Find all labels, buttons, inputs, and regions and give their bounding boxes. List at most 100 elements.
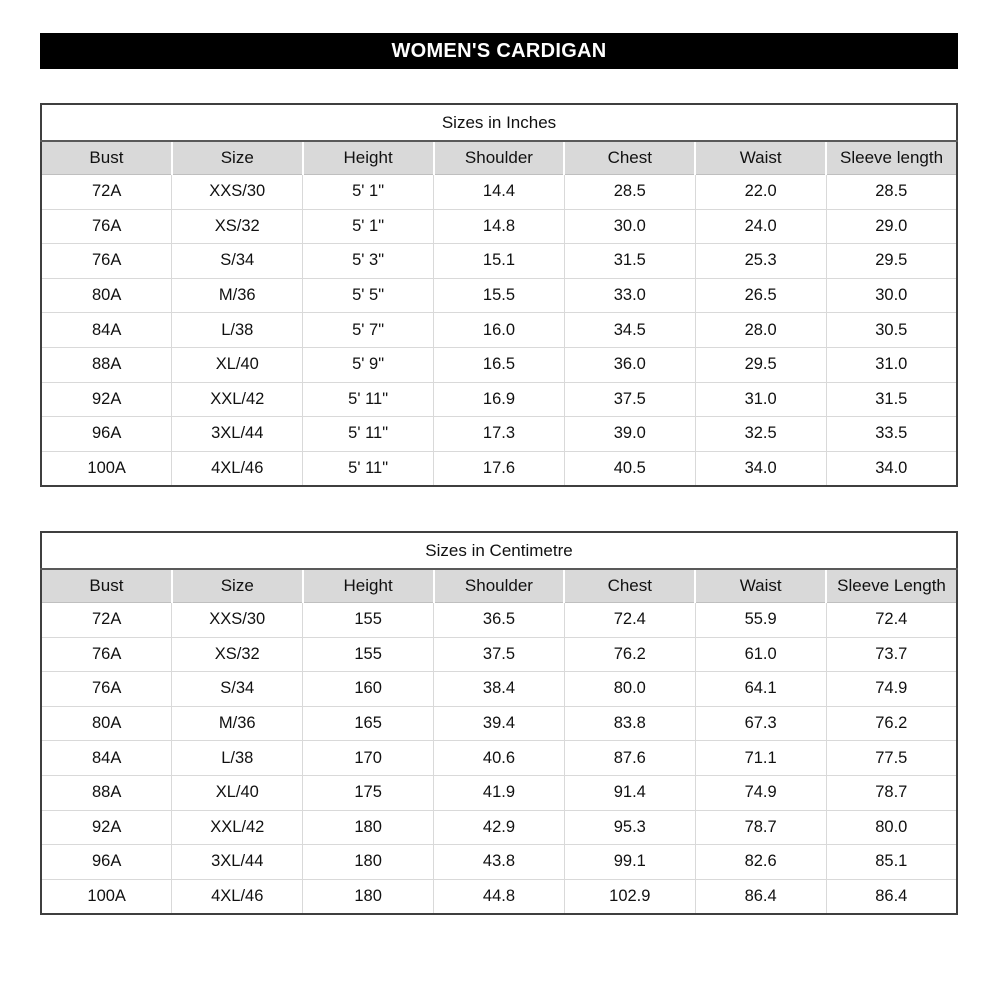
table-row: 92A XXL/42 180 42.9 95.3 78.7 80.0 bbox=[41, 810, 957, 846]
table-cell: 78.7 bbox=[825, 775, 957, 811]
table-cell: 22.0 bbox=[694, 174, 827, 210]
table-cell: 64.1 bbox=[694, 671, 827, 707]
table-cell: 16.9 bbox=[433, 382, 565, 418]
table-cell: 76A bbox=[41, 637, 172, 673]
table-cell: XL/40 bbox=[171, 347, 303, 383]
table-cell: 102.9 bbox=[563, 879, 696, 915]
table-cell: 155 bbox=[302, 602, 434, 638]
table-cell: 180 bbox=[302, 844, 434, 880]
table-cell: 80A bbox=[41, 706, 172, 742]
table-cell: 100A bbox=[41, 879, 172, 915]
table-cell: 30.0 bbox=[825, 278, 957, 314]
table-cell: 16.5 bbox=[433, 347, 565, 383]
table-header-row: Bust Size Height Shoulder Chest Waist Sleeve L… bbox=[41, 569, 957, 603]
table-cell: 33.5 bbox=[825, 416, 957, 452]
table-cell: 95.3 bbox=[563, 810, 696, 846]
table-cell: 74.9 bbox=[694, 775, 827, 811]
table-cell: 80A bbox=[41, 278, 172, 314]
table-cell: 83.8 bbox=[563, 706, 696, 742]
table-cell: 14.4 bbox=[433, 174, 565, 210]
column-header: Height bbox=[301, 141, 434, 175]
table-row: 80A M/36 5' 5" 15.5 33.0 26.5 30.0 bbox=[41, 278, 957, 314]
table-row: 72A XXS/30 5' 1" 14.4 28.5 22.0 28.5 bbox=[41, 174, 957, 210]
table-cell: 88A bbox=[41, 775, 172, 811]
table-cell: 5' 7" bbox=[302, 312, 434, 348]
table-title: Sizes in Inches bbox=[41, 104, 957, 142]
column-header: Waist bbox=[694, 141, 827, 175]
table-cell: 31.0 bbox=[825, 347, 957, 383]
table-cell: 37.5 bbox=[433, 637, 565, 673]
table-cell: 87.6 bbox=[563, 740, 696, 776]
table-cell: 99.1 bbox=[563, 844, 696, 880]
table-cell: 82.6 bbox=[694, 844, 827, 880]
table-cell: 40.6 bbox=[433, 740, 565, 776]
column-header: Chest bbox=[563, 141, 696, 175]
column-header: Bust bbox=[41, 141, 172, 175]
table-cell: 92A bbox=[41, 382, 172, 418]
table-title-row: Sizes in Inches bbox=[41, 104, 957, 142]
table-cell: 28.5 bbox=[825, 174, 957, 210]
table-cell: 165 bbox=[302, 706, 434, 742]
table-row: 88A XL/40 5' 9" 16.5 36.0 29.5 31.0 bbox=[41, 347, 957, 383]
table-cell: 32.5 bbox=[694, 416, 827, 452]
table-cell: 44.8 bbox=[433, 879, 565, 915]
table-cell: 29.5 bbox=[694, 347, 827, 383]
table-cell: 34.5 bbox=[563, 312, 696, 348]
table-cell: 76A bbox=[41, 209, 172, 245]
table-cell: 30.0 bbox=[563, 209, 696, 245]
table-cell: 5' 5" bbox=[302, 278, 434, 314]
table-row: 96A 3XL/44 5' 11" 17.3 39.0 32.5 33.5 bbox=[41, 416, 957, 452]
table-title-row: Sizes in Centimetre bbox=[41, 532, 957, 570]
table-cell: 29.5 bbox=[825, 243, 957, 279]
table-cell: 72.4 bbox=[563, 602, 696, 638]
column-header: Chest bbox=[563, 569, 696, 603]
table-cell: XXL/42 bbox=[171, 382, 303, 418]
table-cell: XXS/30 bbox=[171, 174, 303, 210]
table-cell: 170 bbox=[302, 740, 434, 776]
table-cell: 34.0 bbox=[694, 451, 827, 487]
table-cell: 76A bbox=[41, 243, 172, 279]
table-cell: 28.0 bbox=[694, 312, 827, 348]
table-cell: 55.9 bbox=[694, 602, 827, 638]
table-row: 84A L/38 5' 7" 16.0 34.5 28.0 30.5 bbox=[41, 312, 957, 348]
table-cell: 38.4 bbox=[433, 671, 565, 707]
table-cell: 77.5 bbox=[825, 740, 957, 776]
table-cell: 26.5 bbox=[694, 278, 827, 314]
table-row: 76A S/34 5' 3" 15.1 31.5 25.3 29.5 bbox=[41, 243, 957, 279]
table-cell: 42.9 bbox=[433, 810, 565, 846]
table-cell: 5' 11" bbox=[302, 416, 434, 452]
table-cell: 96A bbox=[41, 416, 172, 452]
table-cell: 92A bbox=[41, 810, 172, 846]
table-cell: 67.3 bbox=[694, 706, 827, 742]
table-cell: XXL/42 bbox=[171, 810, 303, 846]
table-cell: 85.1 bbox=[825, 844, 957, 880]
table-row: 100A 4XL/46 5' 11" 17.6 40.5 34.0 34.0 bbox=[41, 451, 957, 487]
table-cell: 40.5 bbox=[563, 451, 696, 487]
table-cell: 34.0 bbox=[825, 451, 957, 487]
table-title: Sizes in Centimetre bbox=[41, 532, 957, 570]
table-cell: 5' 3" bbox=[302, 243, 434, 279]
table-cell: 17.3 bbox=[433, 416, 565, 452]
table-cell: 37.5 bbox=[563, 382, 696, 418]
table-row: 84A L/38 170 40.6 87.6 71.1 77.5 bbox=[41, 740, 957, 776]
table-cell: 84A bbox=[41, 740, 172, 776]
sizes-in-centimetre-table: Sizes in Centimetre Bust Size Height Should… bbox=[40, 531, 958, 916]
table-row: 92A XXL/42 5' 11" 16.9 37.5 31.0 31.5 bbox=[41, 382, 957, 418]
table-cell: 4XL/46 bbox=[171, 451, 303, 487]
table-row: 80A M/36 165 39.4 83.8 67.3 76.2 bbox=[41, 706, 957, 742]
column-header: Bust bbox=[41, 569, 172, 603]
table-cell: 100A bbox=[41, 451, 172, 487]
column-header: Waist bbox=[694, 569, 827, 603]
column-header: Size bbox=[170, 141, 303, 175]
column-header: Size bbox=[170, 569, 303, 603]
table-cell: 86.4 bbox=[825, 879, 957, 915]
column-header: Shoulder bbox=[432, 569, 565, 603]
table-cell: 41.9 bbox=[433, 775, 565, 811]
table-row: 76A XS/32 5' 1" 14.8 30.0 24.0 29.0 bbox=[41, 209, 957, 245]
table-cell: S/34 bbox=[171, 243, 303, 279]
table-cell: 76.2 bbox=[563, 637, 696, 673]
table-cell: XS/32 bbox=[171, 637, 303, 673]
table-row: 100A 4XL/46 180 44.8 102.9 86.4 86.4 bbox=[41, 879, 957, 915]
table-cell: 36.5 bbox=[433, 602, 565, 638]
